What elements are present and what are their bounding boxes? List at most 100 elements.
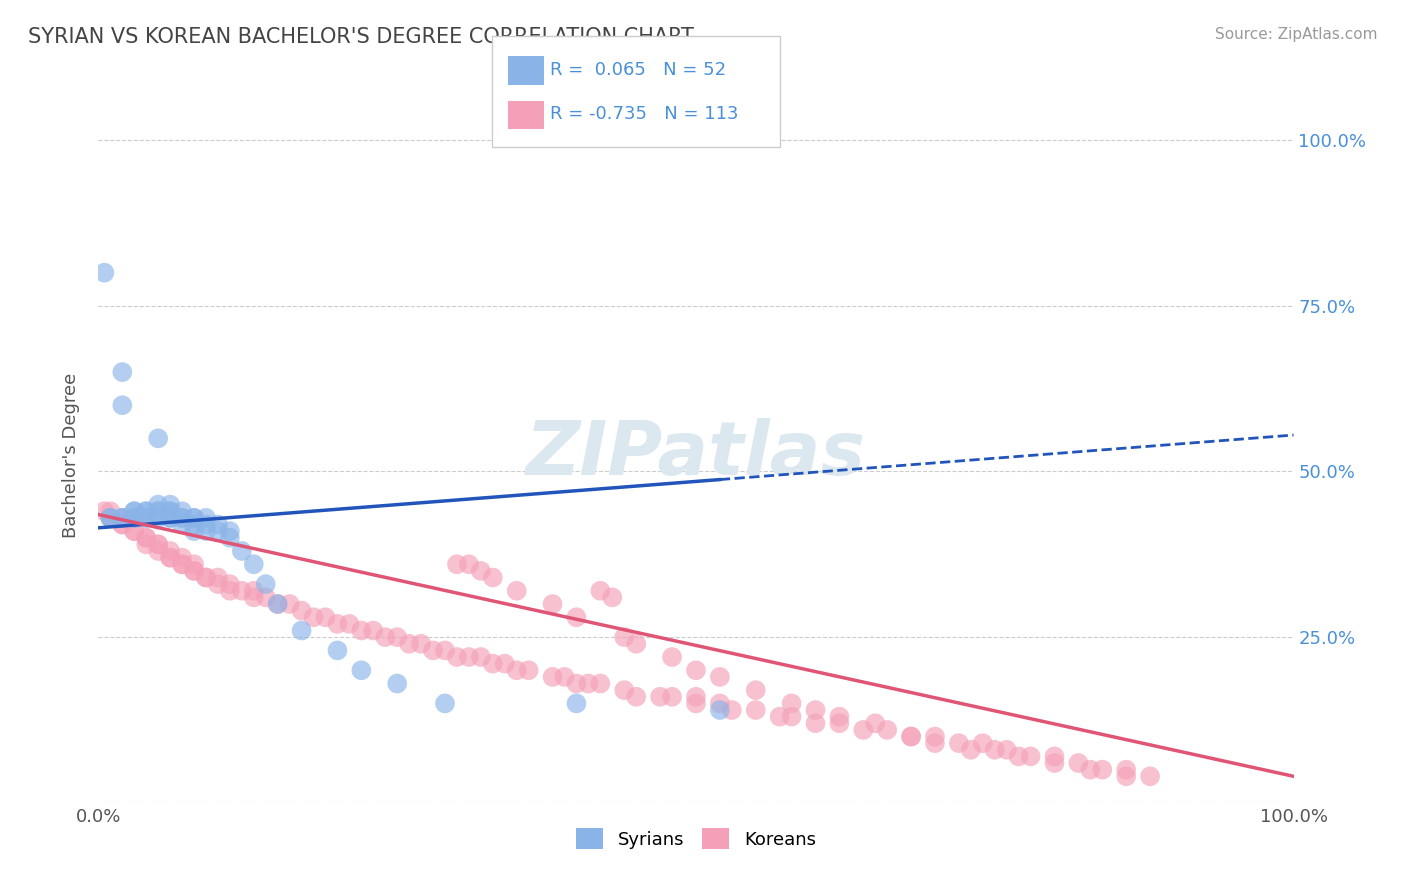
Point [626, 690, 648, 704]
Point [124, 511, 146, 525]
Point [159, 511, 181, 525]
Point [900, 730, 922, 744]
Point [195, 524, 218, 538]
Point [828, 716, 851, 731]
Point [434, 697, 457, 711]
Point [172, 517, 194, 532]
Text: SYRIAN VS KOREAN BACHELOR'S DEGREE CORRELATION CHART: SYRIAN VS KOREAN BACHELOR'S DEGREE CORRE… [28, 27, 695, 46]
Point [709, 697, 731, 711]
Point [148, 511, 170, 525]
Point [1043, 749, 1066, 764]
Point [1019, 749, 1042, 764]
Point [207, 577, 229, 591]
Point [876, 723, 898, 737]
Point [111, 517, 134, 532]
Point [565, 697, 588, 711]
Point [924, 730, 946, 744]
Text: R =  0.065   N = 52: R = 0.065 N = 52 [550, 61, 725, 78]
Point [326, 616, 349, 631]
Point [589, 583, 612, 598]
Point [422, 643, 444, 657]
Point [172, 511, 194, 525]
Point [159, 504, 181, 518]
Point [183, 564, 205, 578]
Point [111, 511, 134, 525]
Point [195, 511, 218, 525]
Point [1043, 756, 1066, 770]
Point [363, 624, 385, 638]
Point [148, 537, 170, 551]
Point [291, 624, 314, 638]
Point [93, 504, 115, 518]
Point [98, 511, 122, 525]
Point [613, 683, 636, 698]
Point [135, 537, 157, 551]
Point [243, 583, 266, 598]
Point [183, 558, 205, 572]
Point [159, 498, 181, 512]
Point [148, 498, 170, 512]
Point [1115, 769, 1137, 783]
Point [124, 511, 146, 525]
Point [506, 583, 529, 598]
Point [159, 550, 181, 565]
Point [554, 670, 576, 684]
Point [565, 676, 588, 690]
Point [159, 550, 181, 565]
Point [1115, 763, 1137, 777]
Point [291, 604, 314, 618]
Point [374, 630, 396, 644]
Point [183, 511, 205, 525]
Point [135, 511, 157, 525]
Point [385, 630, 409, 644]
Point [183, 564, 205, 578]
Point [745, 683, 768, 698]
Point [231, 583, 253, 598]
Point [172, 511, 194, 525]
Point [972, 736, 994, 750]
Point [219, 524, 242, 538]
Text: R = -0.735   N = 113: R = -0.735 N = 113 [550, 105, 738, 123]
Point [1008, 749, 1031, 764]
Point [148, 431, 170, 445]
Point [267, 597, 290, 611]
Point [434, 643, 457, 657]
Point [183, 511, 205, 525]
Point [124, 504, 146, 518]
Point [1091, 763, 1114, 777]
Point [1080, 763, 1102, 777]
Point [111, 511, 134, 525]
Point [148, 504, 170, 518]
Point [254, 591, 277, 605]
Point [1139, 769, 1161, 783]
Point [458, 558, 481, 572]
Point [172, 504, 194, 518]
Point [207, 524, 229, 538]
Point [339, 616, 361, 631]
Point [159, 511, 181, 525]
Point [243, 558, 266, 572]
Point [578, 676, 600, 690]
Point [506, 663, 529, 677]
Point [278, 597, 301, 611]
Point [124, 504, 146, 518]
Point [302, 610, 325, 624]
Point [135, 504, 157, 518]
Point [195, 570, 218, 584]
Point [159, 504, 181, 518]
Point [148, 544, 170, 558]
Point [411, 637, 433, 651]
Point [135, 531, 157, 545]
Point [446, 650, 468, 665]
Point [565, 610, 588, 624]
Point [458, 650, 481, 665]
Text: ZIPatlas: ZIPatlas [526, 418, 866, 491]
Point [470, 564, 492, 578]
Point [721, 703, 744, 717]
Point [124, 524, 146, 538]
Point [207, 570, 229, 584]
Point [626, 637, 648, 651]
Point [685, 663, 707, 677]
Point [195, 517, 218, 532]
Point [172, 550, 194, 565]
